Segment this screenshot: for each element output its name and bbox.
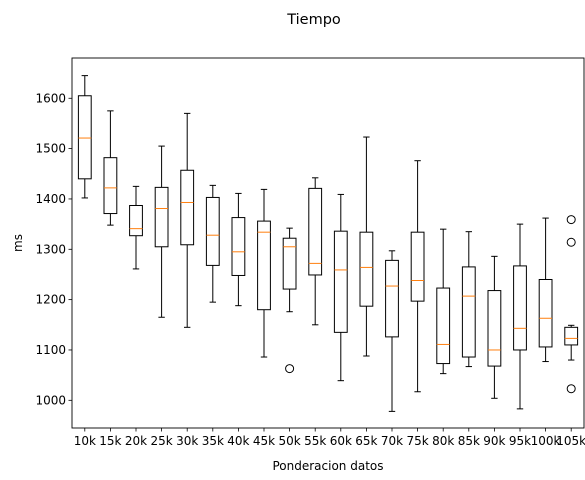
iqr-box bbox=[334, 231, 347, 332]
iqr-box bbox=[539, 279, 552, 346]
iqr-box bbox=[360, 232, 373, 306]
x-tick-label: 25k bbox=[150, 434, 172, 448]
y-tick-label: 1000 bbox=[35, 393, 66, 407]
iqr-box bbox=[283, 238, 296, 289]
x-tick-label: 105k bbox=[556, 434, 585, 448]
box-85k bbox=[462, 232, 475, 367]
iqr-box bbox=[309, 188, 322, 275]
x-tick-label: 30k bbox=[176, 434, 198, 448]
y-axis-label: ms bbox=[11, 234, 25, 252]
x-tick-label: 65k bbox=[355, 434, 377, 448]
iqr-box bbox=[78, 96, 91, 179]
iqr-box bbox=[130, 205, 143, 235]
x-tick-label: 50k bbox=[278, 434, 300, 448]
box-75k bbox=[411, 161, 424, 392]
chart-title: Tiempo bbox=[286, 12, 341, 28]
x-tick-label: 75k bbox=[406, 434, 428, 448]
y-tick-label: 1400 bbox=[35, 192, 66, 206]
outlier-point bbox=[567, 216, 575, 224]
box-70k bbox=[386, 251, 399, 412]
box-30k bbox=[181, 113, 194, 327]
box-35k bbox=[206, 185, 219, 302]
x-tick-label: 35k bbox=[202, 434, 224, 448]
outlier-point bbox=[286, 365, 294, 373]
x-tick-label: 80k bbox=[432, 434, 454, 448]
x-tick-label: 10k bbox=[74, 434, 96, 448]
box-60k bbox=[334, 194, 347, 380]
x-tick-label: 60k bbox=[330, 434, 352, 448]
iqr-box bbox=[155, 187, 168, 246]
x-tick-label: 55k bbox=[304, 434, 326, 448]
iqr-box bbox=[258, 221, 271, 310]
y-tick-label: 1100 bbox=[35, 343, 66, 357]
x-tick-label: 85k bbox=[458, 434, 480, 448]
box-105k bbox=[565, 216, 578, 393]
x-tick-label: 90k bbox=[483, 434, 505, 448]
iqr-box bbox=[181, 170, 194, 245]
iqr-box bbox=[488, 291, 501, 367]
box-50k bbox=[283, 228, 296, 372]
y-tick-label: 1500 bbox=[35, 142, 66, 156]
box-20k bbox=[130, 186, 143, 269]
box-15k bbox=[104, 111, 117, 225]
y-tick-label: 1200 bbox=[35, 293, 66, 307]
iqr-box bbox=[514, 266, 527, 350]
plot-area bbox=[78, 76, 577, 412]
box-10k bbox=[78, 76, 91, 198]
box-95k bbox=[514, 224, 527, 409]
outlier-point bbox=[567, 238, 575, 246]
box-55k bbox=[309, 178, 322, 325]
box-80k bbox=[437, 229, 450, 373]
box-45k bbox=[258, 189, 271, 357]
iqr-box bbox=[565, 327, 578, 345]
iqr-box bbox=[104, 158, 117, 214]
x-axis: 10k 15k 20k 25k 30k 35k 40k 45k 50k 55k 60k 65k 70k 7… bbox=[74, 428, 585, 448]
box-25k bbox=[155, 146, 168, 317]
y-tick-label: 1600 bbox=[35, 91, 66, 105]
iqr-box bbox=[411, 232, 424, 301]
iqr-box bbox=[462, 267, 475, 357]
x-tick-label: 70k bbox=[381, 434, 403, 448]
iqr-box bbox=[437, 288, 450, 364]
box-90k bbox=[488, 256, 501, 398]
iqr-box bbox=[206, 197, 219, 265]
x-tick-label: 95k bbox=[509, 434, 531, 448]
box-40k bbox=[232, 193, 245, 305]
iqr-box bbox=[232, 218, 245, 276]
box-100k bbox=[539, 218, 552, 361]
outlier-point bbox=[567, 385, 575, 393]
plot-frame bbox=[72, 58, 584, 428]
x-tick-label: 15k bbox=[99, 434, 121, 448]
iqr-box bbox=[386, 260, 399, 337]
x-axis-label: Ponderacion datos bbox=[272, 459, 383, 473]
y-axis: 1000 1100 1200 1300 1400 1500 1600 bbox=[35, 91, 72, 407]
x-tick-label: 40k bbox=[227, 434, 249, 448]
x-tick-label: 45k bbox=[253, 434, 275, 448]
x-tick-label: 20k bbox=[125, 434, 147, 448]
box-65k bbox=[360, 137, 373, 356]
y-tick-label: 1300 bbox=[35, 242, 66, 256]
